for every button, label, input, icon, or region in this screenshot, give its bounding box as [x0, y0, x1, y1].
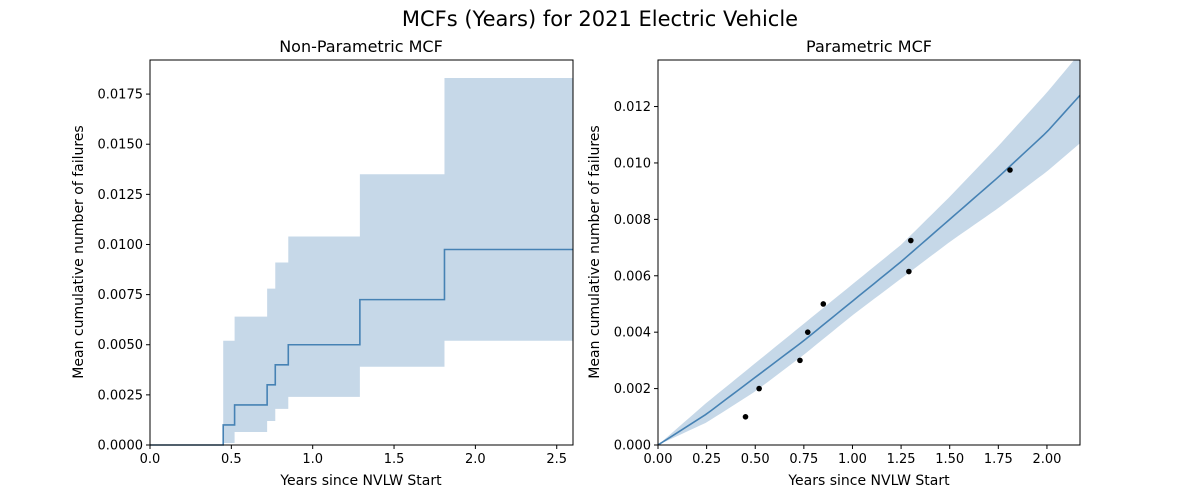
parametric-x-tick-label: 1.25 — [887, 452, 916, 467]
data-point — [804, 329, 811, 335]
parametric-x-axis-label: Years since NVLW Start — [787, 473, 950, 489]
nonparametric-y-tick-label: 0.0100 — [98, 238, 144, 253]
nonparametric-x-ticks: 0.0 0.5 1.0 1.5 2.0 2.5 — [140, 445, 567, 467]
parametric-fit-line — [658, 94, 1080, 445]
nonparametric-x-tick-label: 0.0 — [140, 452, 161, 467]
nonparametric-y-axis-label: Mean cumulative number of failures — [71, 125, 87, 378]
parametric-y-tick-label: 0.008 — [614, 213, 651, 228]
figure-title: MCFs (Years) for 2021 Electric Vehicle — [402, 7, 798, 31]
parametric-y-tick-label: 0.006 — [614, 269, 651, 284]
nonparametric-x-tick-label: 2.0 — [465, 452, 486, 467]
data-point — [742, 413, 749, 420]
parametric-y-tick-label: 0.004 — [614, 326, 651, 341]
nonparametric-mcf-step-line — [150, 248, 573, 446]
parametric-fit-line-group — [658, 94, 1080, 445]
data-point — [908, 237, 914, 244]
parametric-axes-frame — [657, 59, 1081, 446]
nonparametric-y-tick-label: 0.0000 — [98, 439, 144, 454]
parametric-x-tick-label: 0.00 — [644, 452, 673, 467]
nonparametric-confidence-interval-area — [150, 78, 573, 445]
parametric-x-tick-label: 0.25 — [692, 452, 721, 467]
nonparametric-chart-title: Non-Parametric MCF — [279, 37, 443, 56]
nonparametric-y-tick-label: 0.0150 — [98, 138, 144, 153]
parametric-x-tick-label: 0.50 — [741, 452, 770, 467]
data-point — [820, 301, 827, 307]
nonparametric-x-axis-label: Years since NVLW Start — [279, 473, 442, 489]
nonparametric-y-tick-label: 0.0075 — [98, 288, 144, 303]
nonparametric-y-tick-label: 0.0025 — [98, 388, 144, 403]
parametric-chart-title: Parametric MCF — [806, 37, 932, 56]
parametric-y-ticks: 0.000 0.002 0.004 0.006 0.008 0.010 0.012 — [614, 100, 658, 454]
data-point — [756, 385, 762, 392]
nonparametric-y-tick-label: 0.0125 — [98, 188, 144, 203]
nonparametric-y-tick-label: 0.0050 — [98, 338, 144, 353]
nonparametric-axes-frame — [149, 59, 574, 446]
parametric-y-tick-label: 0.000 — [614, 439, 651, 454]
parametric-x-tick-label: 1.75 — [984, 452, 1013, 467]
nonparametric-x-tick-label: 0.5 — [221, 452, 242, 467]
nonparametric-y-ticks: 0.0000 0.0025 0.0050 0.0075 0.0100 0.0125 0.01… — [98, 88, 150, 454]
parametric-y-tick-label: 0.002 — [614, 382, 651, 397]
parametric-y-tick-label: 0.012 — [614, 100, 651, 115]
parametric-y-axis-label: Mean cumulative number of failures — [587, 125, 603, 378]
parametric-x-ticks: 0.00 0.25 0.50 0.75 1.00 1.25 1.50 1.75 2.00 — [644, 445, 1061, 467]
nonparametric-mcf-chart: Non-Parametric MCF Years since NVLW Star… — [71, 37, 574, 489]
parametric-x-tick-label: 2.00 — [1032, 452, 1061, 467]
parametric-confidence-interval-area — [658, 60, 1080, 445]
nonparametric-confidence-band — [150, 78, 573, 445]
parametric-confidence-band — [658, 60, 1080, 445]
nonparametric-mcf-line-group — [150, 248, 573, 446]
parametric-data-points — [742, 167, 1013, 420]
data-point — [906, 268, 912, 275]
nonparametric-x-tick-label: 1.5 — [384, 452, 405, 467]
nonparametric-x-tick-label: 1.0 — [302, 452, 323, 467]
nonparametric-x-tick-label: 2.5 — [546, 452, 567, 467]
parametric-y-tick-label: 0.010 — [614, 156, 651, 171]
parametric-x-tick-label: 1.50 — [935, 452, 964, 467]
data-point — [797, 357, 803, 364]
parametric-x-tick-label: 1.00 — [838, 452, 867, 467]
data-point — [1007, 167, 1013, 173]
nonparametric-y-tick-label: 0.0175 — [98, 88, 144, 103]
parametric-x-tick-label: 0.75 — [789, 452, 818, 467]
parametric-mcf-chart: Parametric MCF Years since NVLW Start Me… — [587, 37, 1081, 489]
